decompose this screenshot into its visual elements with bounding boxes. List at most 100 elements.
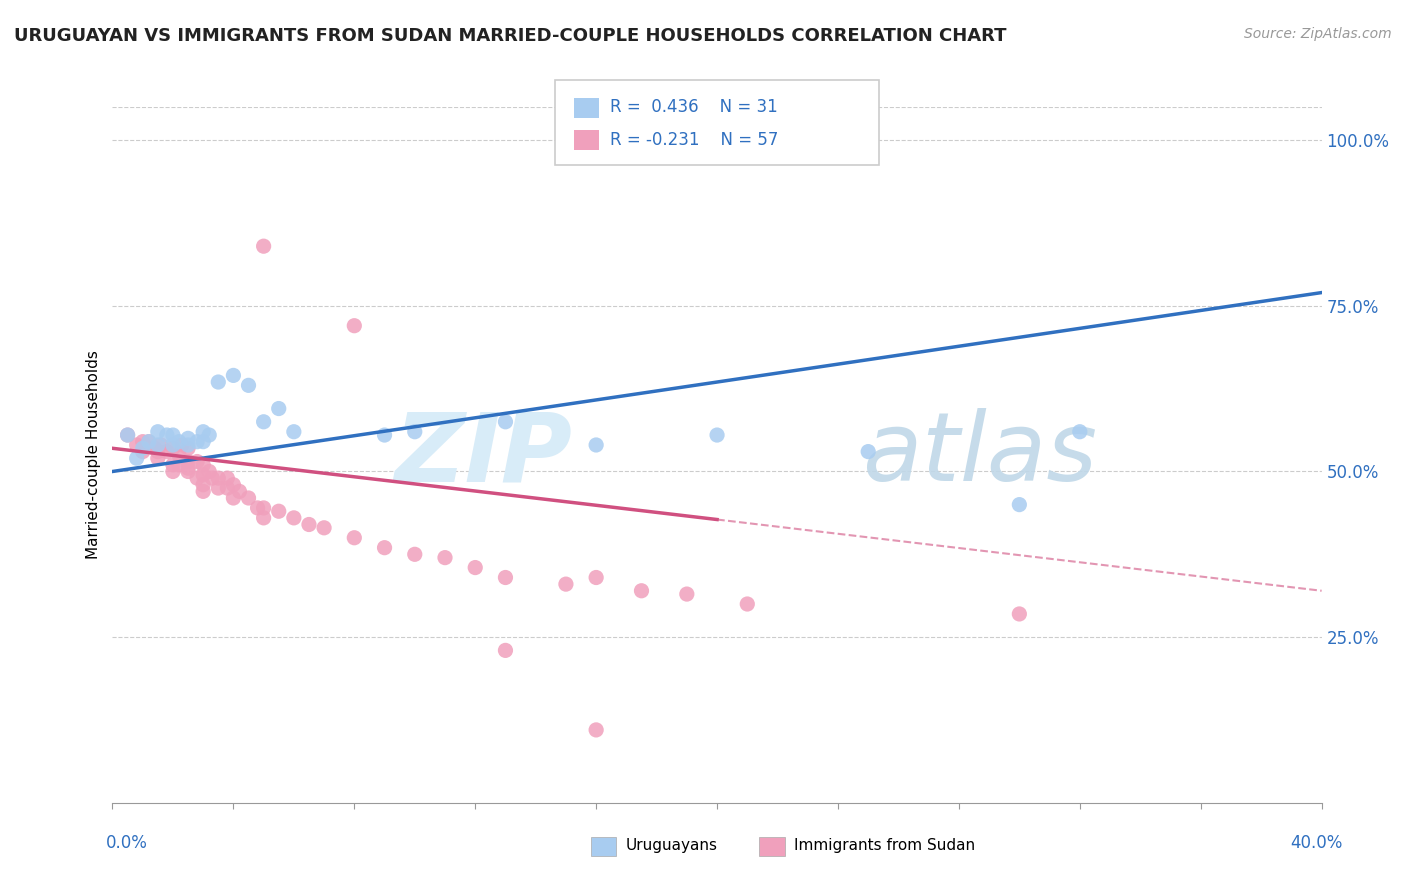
Point [298,517,321,532]
Point [191,477,214,491]
Point [404,425,426,439]
Point [343,318,366,333]
Point [125,438,148,452]
Point [191,484,214,499]
Point [1008,498,1031,512]
Point [228,484,250,499]
Text: 40.0%: 40.0% [1291,834,1343,852]
Point [132,444,155,458]
Point [177,454,200,468]
Point [1069,425,1091,439]
Point [585,438,607,452]
Point [138,434,160,449]
Point [554,577,576,591]
Point [404,547,426,561]
Point [162,458,184,472]
Point [207,471,229,485]
Point [222,368,245,383]
Point [585,570,607,584]
Point [162,442,184,456]
Point [191,467,214,482]
Point [167,434,190,449]
Point [170,438,193,452]
Point [132,434,155,449]
Text: URUGUAYAN VS IMMIGRANTS FROM SUDAN MARRIED-COUPLE HOUSEHOLDS CORRELATION CHART: URUGUAYAN VS IMMIGRANTS FROM SUDAN MARRI… [14,27,1007,45]
Point [186,454,208,468]
Text: Uruguayans: Uruguayans [626,838,717,853]
Point [167,448,190,462]
Point [495,415,517,429]
Point [207,481,229,495]
Point [207,375,229,389]
Point [186,434,208,449]
Point [253,415,276,429]
Point [464,560,486,574]
Point [283,511,305,525]
Point [177,438,200,452]
Point [856,444,880,458]
Point [125,451,148,466]
Point [177,461,200,475]
Point [198,465,221,479]
Point [146,425,169,439]
Point [132,442,155,456]
Point [737,597,759,611]
Point [253,500,276,515]
Point [117,428,139,442]
Point [146,451,169,466]
Point [238,378,260,392]
Point [283,425,305,439]
Point [222,491,245,505]
Point [238,491,260,505]
Point [495,643,517,657]
Point [162,428,184,442]
Point [201,471,224,485]
Point [267,401,290,416]
Point [217,471,239,485]
Point [149,438,172,452]
Point [156,444,179,458]
Point [177,431,200,445]
Point [167,458,190,472]
Text: R =  0.436    N = 31: R = 0.436 N = 31 [610,98,778,116]
Point [191,425,214,439]
Text: Immigrants from Sudan: Immigrants from Sudan [794,838,976,853]
Point [177,465,200,479]
Point [156,428,179,442]
Point [222,477,245,491]
Text: R = -0.231    N = 57: R = -0.231 N = 57 [610,131,779,149]
Point [253,511,276,525]
Point [433,550,456,565]
Point [246,500,269,515]
Point [162,438,184,452]
Point [585,723,607,737]
Point [706,428,728,442]
Point [1008,607,1031,621]
Point [146,438,169,452]
Y-axis label: Married-couple Households: Married-couple Households [86,351,101,559]
Point [191,434,214,449]
Point [146,444,169,458]
Point [495,570,517,584]
Point [162,465,184,479]
Point [630,583,652,598]
Point [191,458,214,472]
Point [198,428,221,442]
Point [675,587,697,601]
Text: Source: ZipAtlas.com: Source: ZipAtlas.com [1244,27,1392,41]
Point [186,471,208,485]
Text: atlas: atlas [862,409,1097,501]
Text: 0.0%: 0.0% [105,834,148,852]
Point [138,434,160,449]
Point [267,504,290,518]
Point [217,481,239,495]
Point [314,521,336,535]
Point [177,442,200,456]
Point [374,541,396,555]
Point [143,442,166,456]
Point [253,239,276,253]
Point [343,531,366,545]
Text: ZIP: ZIP [394,409,572,501]
Point [374,428,396,442]
Point [117,428,139,442]
